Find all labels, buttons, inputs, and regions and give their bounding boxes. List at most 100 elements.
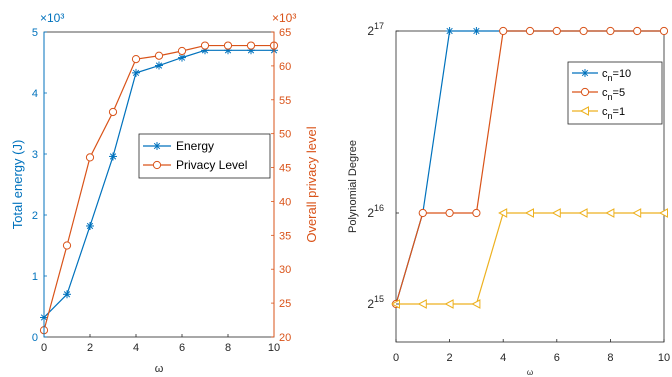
left-y-tick-label-4: 4 <box>32 88 38 100</box>
right-series-2-point-3 <box>471 299 481 309</box>
left-series-0-point-2 <box>86 221 94 230</box>
left-series-0-point-4 <box>132 68 140 77</box>
right-series-2-point-0-triangle <box>390 299 400 309</box>
left-legend-marker-0-stroke-3 <box>153 142 161 150</box>
right-series-2-point-1 <box>417 299 427 309</box>
right-legend-label-sub-0: n <box>608 73 613 83</box>
right-series-1-point-7 <box>579 26 588 36</box>
right-chart-y-tick-base-0: 2 <box>367 297 374 311</box>
right-legend-marker-0-stroke-3 <box>581 69 589 77</box>
right-legend-marker-1-circle <box>580 87 590 97</box>
left-x-tick-label-0: 0 <box>41 342 47 354</box>
left-legend-box <box>138 133 271 179</box>
right-chart-y-tick-exp-0: 15 <box>374 294 384 304</box>
left-series-0-point-5-stroke-3 <box>155 62 163 69</box>
left-series-0-point-4-stroke-3 <box>132 69 140 77</box>
left-series-0-point-6-stroke-3 <box>178 54 186 61</box>
left-y-tick-label-5: 5 <box>32 27 38 39</box>
right-x-tick-label-1: 2 <box>447 352 453 364</box>
right-series-1-point-10 <box>659 26 669 36</box>
right-series-0-point-2-stroke-3 <box>446 27 453 35</box>
right-series-1-point-1-circle <box>418 208 427 218</box>
right-series-2-point-3-triangle <box>471 299 481 309</box>
right-series-1-point-5 <box>525 26 535 36</box>
left-x-tick-label-4: 8 <box>225 342 231 354</box>
right-series-1-point-4 <box>499 26 508 36</box>
right-series-2-point-1-triangle <box>417 299 427 309</box>
right-series-0-point-2 <box>445 27 454 35</box>
right-series-2-point-6 <box>551 208 561 218</box>
right-series-2-point-10-triangle <box>658 208 668 218</box>
right-series-1-point-3 <box>472 208 481 218</box>
left-series-1-point-4-circle <box>131 55 141 64</box>
left-chart-marks <box>39 41 279 335</box>
right-series-2-point-5-triangle <box>524 208 534 218</box>
left-chart-legend: Energy Privacy Level <box>138 133 271 179</box>
left-legend-marker-1 <box>152 160 162 170</box>
right-series-2-point-9 <box>632 208 642 218</box>
right-series-2-point-5 <box>524 208 534 218</box>
left-series-1-point-6-circle <box>177 46 187 56</box>
left-x-tick-label-1: 2 <box>87 342 93 354</box>
right-legend-label-0: cn=10 <box>602 68 631 83</box>
left-series-1-point-7-circle <box>200 41 210 50</box>
left-series-1-point-4 <box>131 55 141 64</box>
right-y-tick-label-7: 55 <box>279 95 291 107</box>
right-legend-marker-2 <box>579 106 589 116</box>
right-series-2-point-10 <box>658 208 668 218</box>
right-chart-y-tick-exp-1: 16 <box>374 203 384 213</box>
right-chart-y-tick-label-1: 2 <box>367 206 374 220</box>
left-series-0-point-3 <box>109 152 117 161</box>
right-y-tick-label-1: 25 <box>279 298 291 310</box>
left-y-axis-label: Total energy (J) <box>10 140 25 230</box>
right-series-2-point-4-triangle <box>498 208 508 218</box>
left-y-tick-label-2: 2 <box>32 210 38 222</box>
left-legend-label-0: Energy <box>176 139 214 153</box>
right-series-1-point-9 <box>633 26 642 36</box>
left-series-1-point-8 <box>223 41 233 50</box>
right-series-1-point-2 <box>445 208 454 218</box>
right-series-1-point-6-circle <box>552 26 561 36</box>
left-x-tick-label-5: 10 <box>268 342 280 354</box>
left-series-1-point-8-circle <box>223 41 233 50</box>
left-series-1-point-6 <box>177 46 187 56</box>
right-chart-y-tick-base-2: 2 <box>367 24 374 38</box>
right-legend-label-rest-2: =1 <box>613 106 626 118</box>
right-chart-y-axis-label: Polynomial Degree <box>347 140 359 233</box>
left-series-1-point-9-circle <box>246 41 256 50</box>
right-series-2-point-2-triangle <box>444 299 454 309</box>
right-series-2-point-0 <box>390 299 400 309</box>
right-legend-label-base-2: c <box>602 106 608 118</box>
right-series-2-point-8 <box>605 208 615 218</box>
right-legend-label-1: cn=5 <box>602 87 625 102</box>
right-y-exponent-label: ×10³ <box>272 11 296 25</box>
right-series-1-point-8-circle <box>606 26 615 36</box>
right-y-tick-label-5: 45 <box>279 163 291 175</box>
left-legend-marker-1-circle <box>152 160 162 170</box>
right-series-2-point-7 <box>578 208 588 218</box>
right-series-1-point-2-circle <box>445 208 454 218</box>
left-series-1-point-1-circle <box>62 241 72 250</box>
polynomial-degree-chart: 0 2 4 6 8 102 152 162 17 ω Polynomial Degree cn=… <box>347 21 670 377</box>
left-y-tick-label-3: 3 <box>32 149 38 161</box>
right-legend-label-base-1: c <box>602 87 608 99</box>
right-x-tick-label-3: 6 <box>554 352 560 364</box>
right-series-2-point-8-triangle <box>605 208 615 218</box>
left-series-1-point-3 <box>108 107 118 117</box>
right-legend-marker-0 <box>581 69 589 77</box>
right-y-tick-label-8: 60 <box>279 61 291 73</box>
right-legend-label-rest-0: =10 <box>613 68 632 80</box>
right-series-1-point-6 <box>552 26 561 36</box>
right-legend-marker-1 <box>580 87 590 97</box>
right-y-tick-label-9: 65 <box>279 27 291 39</box>
right-legend-label-sub-2: n <box>608 111 613 121</box>
right-legend-label-sub-1: n <box>608 92 613 102</box>
left-series-0-point-3-stroke-3 <box>109 153 117 160</box>
right-series-1-point-1 <box>418 208 427 218</box>
left-y-exponent-label: ×10³ <box>40 11 64 25</box>
left-y-tick-label-0: 0 <box>32 332 38 344</box>
